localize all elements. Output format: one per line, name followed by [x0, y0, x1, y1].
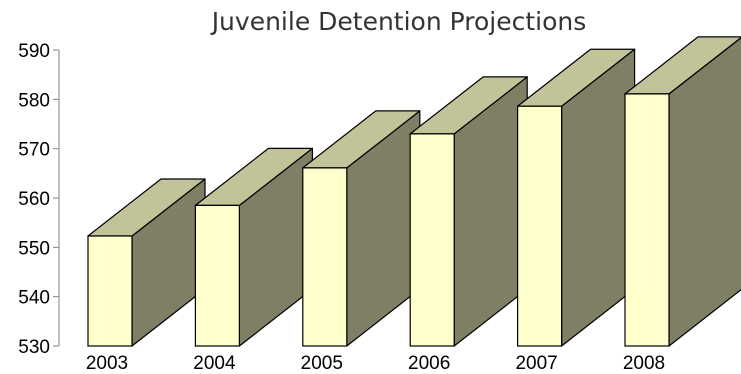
bar-front-face [302, 167, 348, 347]
bar [194, 147, 313, 347]
y-tick-label: 590 [18, 41, 50, 62]
y-tick-label: 560 [18, 189, 50, 210]
y-axis: 530 540 550 560 570 580 590 [18, 41, 60, 358]
x-tick-label: 2006 [408, 353, 450, 374]
bar-front-face [194, 204, 240, 347]
x-tick-label: 2008 [623, 353, 665, 374]
bars [87, 36, 741, 347]
bar [302, 110, 421, 347]
x-tick-label: 2005 [301, 353, 343, 374]
y-tick-label: 580 [18, 90, 50, 111]
bar-front-face [624, 93, 670, 347]
bar-front-face [516, 105, 563, 347]
y-tick-label: 550 [18, 238, 50, 259]
x-tick-label: 2007 [515, 353, 557, 374]
x-axis-labels: 2003 2004 2005 2006 2007 2008 [86, 353, 665, 374]
chart-title: Juvenile Detention Projections [210, 7, 587, 36]
bar [409, 76, 528, 347]
bar-front-face [409, 133, 455, 347]
y-tick-label: 530 [18, 337, 50, 358]
x-tick-label: 2003 [86, 353, 128, 374]
x-tick-label: 2004 [193, 353, 236, 374]
y-tick-label: 540 [18, 288, 50, 309]
bar-front-face [87, 235, 133, 347]
bar [87, 178, 206, 347]
bar [516, 48, 636, 347]
bar [624, 36, 741, 347]
y-tick-label: 570 [18, 140, 50, 161]
